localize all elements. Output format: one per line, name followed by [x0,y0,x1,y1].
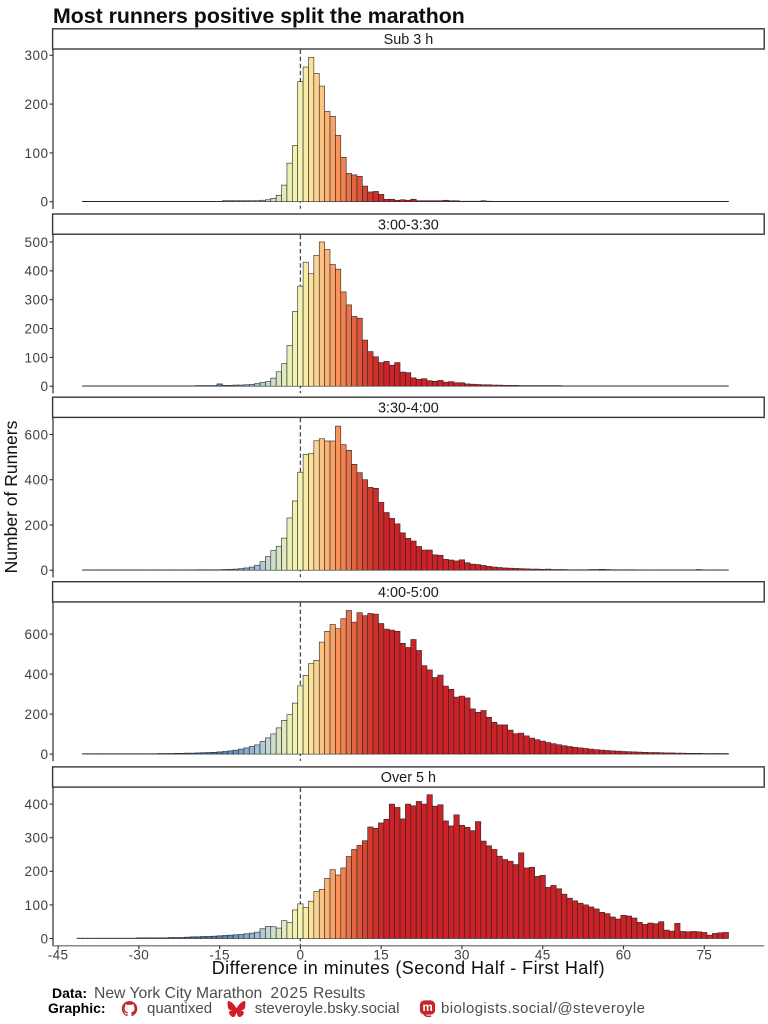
svg-text:100: 100 [24,146,48,161]
svg-text:500: 500 [24,235,48,250]
svg-text:100: 100 [24,898,48,913]
svg-text:300: 300 [24,831,48,846]
svg-text:Difference in minutes (Second: Difference in minutes (Second Half - Fir… [212,958,605,978]
svg-text:-30: -30 [129,948,149,963]
svg-text:-15: -15 [209,948,229,963]
svg-text:New York City Marathon: New York City Marathon [94,985,262,1002]
svg-text:Sub 3 h: Sub 3 h [384,32,434,48]
svg-text:0: 0 [40,931,48,946]
svg-text:15: 15 [373,948,389,963]
svg-text:300: 300 [24,293,48,308]
svg-text:0: 0 [296,948,304,963]
svg-text:400: 400 [24,797,48,812]
svg-text:100: 100 [24,350,48,365]
svg-text:-45: -45 [48,948,68,963]
svg-text:4:00-5:00: 4:00-5:00 [378,585,439,601]
svg-text:3:30-4:00: 3:30-4:00 [378,401,439,417]
svg-text:200: 200 [24,97,48,112]
svg-text:0: 0 [40,379,48,394]
svg-text:biologists.social/@steveroyle: biologists.social/@steveroyle [441,1000,645,1017]
svg-text:300: 300 [24,48,48,63]
svg-text:0: 0 [40,195,48,210]
svg-text:2025: 2025 [270,985,308,1002]
svg-text:Results: Results [313,985,365,1002]
svg-text:quantixed: quantixed [147,1000,212,1017]
svg-text:600: 600 [24,427,48,442]
svg-text:m: m [422,1002,432,1014]
svg-text:Most runners positive split th: Most runners positive split the marathon [53,4,465,28]
svg-text:Data:: Data: [52,985,87,1001]
svg-text:200: 200 [24,864,48,879]
svg-text:Graphic:: Graphic: [48,1000,106,1016]
svg-text:600: 600 [24,627,48,642]
svg-text:200: 200 [24,518,48,533]
svg-text:0: 0 [40,747,48,762]
svg-text:3:00-3:30: 3:00-3:30 [378,217,439,233]
svg-text:0: 0 [40,563,48,578]
svg-text:30: 30 [454,948,470,963]
svg-text:200: 200 [24,707,48,722]
svg-text:Over 5 h: Over 5 h [381,770,436,786]
svg-text:60: 60 [616,948,632,963]
svg-text:Number of Runners: Number of Runners [1,420,21,573]
svg-text:400: 400 [24,473,48,488]
svg-text:200: 200 [24,321,48,336]
svg-text:45: 45 [535,948,551,963]
svg-text:400: 400 [24,667,48,682]
svg-text:steveroyle.bsky.social: steveroyle.bsky.social [255,1000,400,1017]
svg-text:75: 75 [696,948,712,963]
svg-text:400: 400 [24,264,48,279]
